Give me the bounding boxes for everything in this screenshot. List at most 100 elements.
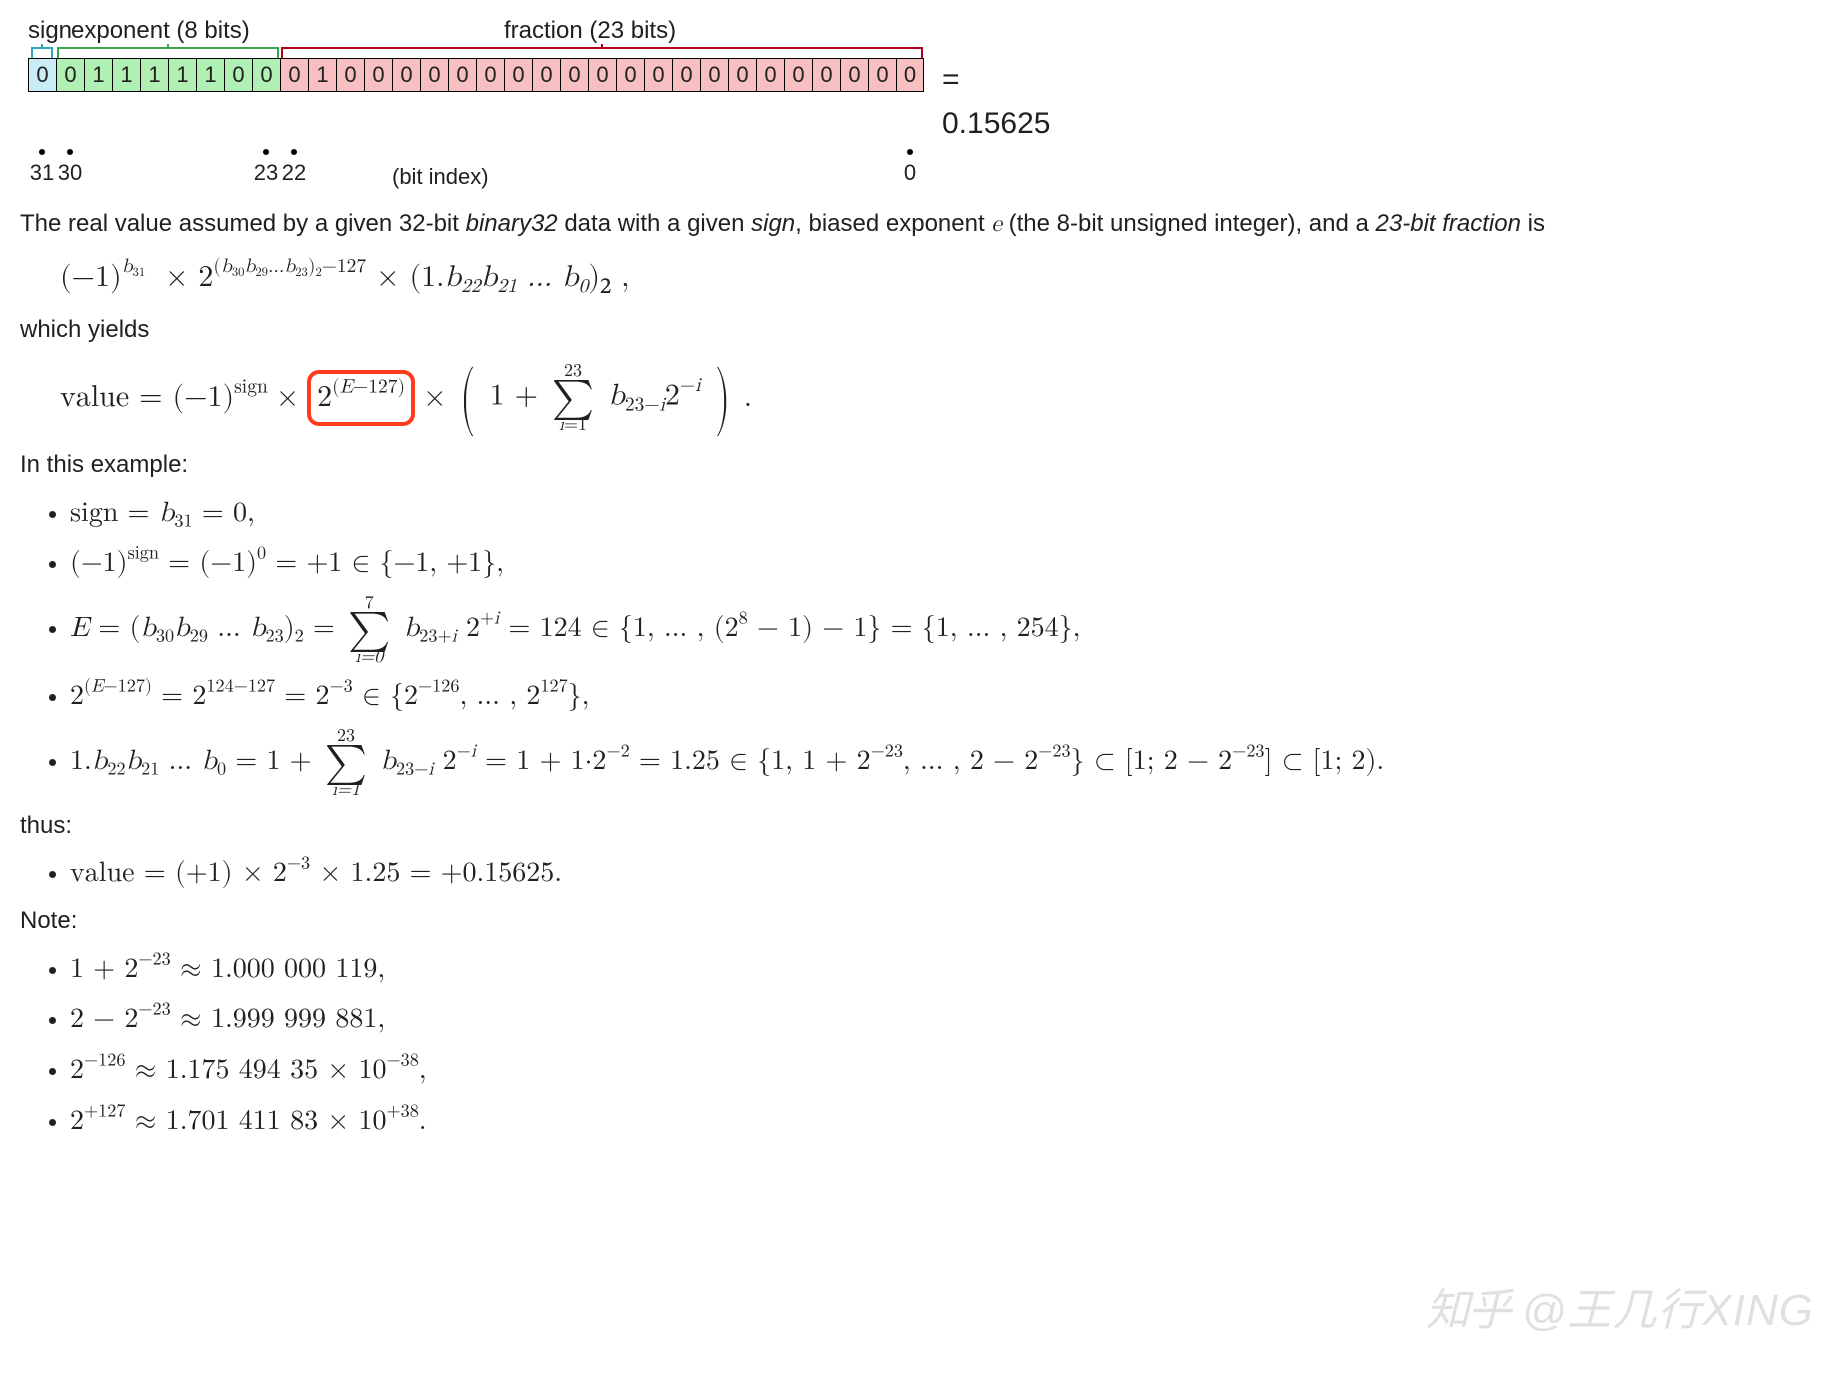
f2-b: b	[608, 381, 625, 411]
note-item: 1 + 2−23 ≈ 1.000 000 119,	[70, 949, 1824, 990]
example-item: (−1)sign = (−1)0 = +1 ∈ {−1, +1},	[70, 543, 1824, 584]
f2-lhs: value = (−1)sign	[60, 376, 268, 420]
bit-index-tick: 30	[56, 149, 84, 189]
bit-cell: 0	[420, 58, 448, 92]
f2-bsub: 23−i	[625, 394, 665, 414]
bit-cell: 0	[784, 58, 812, 92]
float32-diagram: signexponent (8 bits)fraction (23 bits) 0…	[28, 12, 988, 189]
example-item: 2(E−127) = 2124−127 = 2−3 ∈ {2−126, … , …	[70, 676, 1824, 717]
intro-text: , biased exponent	[795, 210, 991, 237]
bit-cell: 1	[112, 58, 140, 92]
bit-cell: 0	[588, 58, 616, 92]
intro-text: The real value assumed by a given 32-bit	[20, 210, 466, 237]
bit-cell: 1	[168, 58, 196, 92]
equals-result: = 0.15625	[942, 58, 1050, 145]
diagram-brackets	[28, 44, 924, 58]
watermark: 知乎@王几行XING	[1426, 1274, 1814, 1338]
f2-inner: 1 + 23 ∑ i=1 b23−i2−i	[490, 362, 701, 434]
bit-cell: 0	[756, 58, 784, 92]
bit-cell: 0	[252, 58, 280, 92]
watermark-text: @王几行XING	[1522, 1286, 1814, 1335]
example-item: 1.b22b21 … b0 = 1 + 23∑i=1 b23−i 2−i = 1…	[70, 727, 1824, 799]
intro-sign: sign	[751, 210, 795, 237]
f1-mant: b22b21 … b0	[444, 262, 588, 292]
bit-cell: 0	[644, 58, 672, 92]
note-item: 2 − 2−23 ≈ 1.999 999 881,	[70, 999, 1824, 1040]
bit-cell: 0	[448, 58, 476, 92]
note-item: 2−126 ≈ 1.175 494 35 × 10−38,	[70, 1050, 1824, 1091]
f2-dot: .	[744, 376, 752, 420]
bit-cell: 0	[504, 58, 532, 92]
bit-cell: 0	[672, 58, 700, 92]
intro-paragraph: The real value assumed by a given 32-bit…	[20, 207, 1824, 242]
intro-23bit: 23-bit fraction	[1376, 210, 1521, 237]
f2-box-base: 2	[317, 382, 332, 412]
example-list: sign = b31 = 0, (−1)sign = (−1)0 = +1 ∈ {…	[20, 493, 1824, 799]
bit-cell: 0	[868, 58, 896, 92]
bit-index-label: (bit index)	[392, 161, 489, 193]
example-item: sign = b31 = 0,	[70, 493, 1824, 534]
bit-index-tick: 0	[896, 149, 924, 189]
bit-cell: 0	[700, 58, 728, 92]
formula-2-value: value = (−1)sign × 2(E−127) × ( 1 + 23 ∑…	[60, 362, 1824, 434]
bit-cell: 0	[532, 58, 560, 92]
bit-cell: 0	[840, 58, 868, 92]
bit-cell: 0	[280, 58, 308, 92]
bit-index-tick: 22	[280, 149, 308, 189]
intro-binary32: binary32	[466, 210, 558, 237]
note-label: Note:	[20, 904, 1824, 939]
sigma-icon: ∑	[552, 380, 594, 416]
f2-times2: ×	[423, 376, 446, 420]
f2-2: 2	[665, 381, 680, 411]
thus-list: value = (+1) × 2−3 × 1.25 = +0.15625.	[20, 853, 1824, 894]
bit-cell: 0	[336, 58, 364, 92]
intro-text: data with a given	[558, 210, 751, 237]
intro-e: e	[991, 212, 1002, 236]
intro-text: (the 8-bit unsigned integer), and a	[1002, 210, 1376, 237]
sum-block: 23 ∑ i=1	[552, 362, 594, 434]
thus-item: value = (+1) × 2−3 × 1.25 = +0.15625.	[70, 853, 1824, 894]
bit-cell: 1	[308, 58, 336, 92]
sum-block: 7∑i=0	[348, 594, 390, 666]
intro-text: is	[1521, 210, 1545, 237]
thus-label: thus:	[20, 809, 1824, 844]
example-item: E = (b30b29 … b23)2 = 7∑i=0 b23+i 2+i = …	[70, 594, 1824, 666]
bit-cell: 1	[84, 58, 112, 92]
bit-cell: 0	[392, 58, 420, 92]
f1-t2: × (1.	[366, 262, 444, 292]
which-yields: which yields	[20, 313, 1824, 348]
sum-block: 23∑i=1	[325, 727, 367, 799]
highlighted-term: 2(E−127)	[307, 370, 415, 426]
diagram-top-labels: signexponent (8 bits)fraction (23 bits)	[28, 12, 988, 44]
bit-cell: 0	[224, 58, 252, 92]
sum-bot: i=1	[559, 416, 587, 434]
lparen-icon: (	[461, 370, 476, 426]
f1-b: b	[122, 256, 133, 276]
bit-index-tick: 31	[28, 149, 56, 189]
note-list: 1 + 2−23 ≈ 1.000 000 119, 2 − 2−23 ≈ 1.99…	[20, 949, 1824, 1141]
f2-inner-pre: 1 +	[490, 381, 548, 411]
f1-a: (−1)	[60, 262, 122, 292]
bit-cell: 0	[616, 58, 644, 92]
bit-cell: 0	[476, 58, 504, 92]
f1-t1: × 2	[155, 262, 213, 292]
bit-cell: 1	[196, 58, 224, 92]
page-root: signexponent (8 bits)fraction (23 bits) 0…	[0, 0, 1844, 1181]
bit-cell: 0	[896, 58, 924, 92]
bit-cell: 0	[728, 58, 756, 92]
note-item: 2+127 ≈ 1.701 411 83 × 10+38.	[70, 1101, 1824, 1142]
rparen-icon: )	[715, 370, 730, 426]
in-this-example: In this example:	[20, 448, 1824, 483]
f2-lhs-text: value = (−1)	[60, 382, 234, 412]
bit-cell: 0	[812, 58, 840, 92]
bit-row: 00111110001000000000000000000000	[28, 58, 924, 92]
bit-cell: 0	[28, 58, 56, 92]
bit-index-row: 313023220(bit index)	[28, 149, 924, 189]
zhihu-logo-icon: 知乎	[1426, 1274, 1510, 1338]
bit-cell: 0	[560, 58, 588, 92]
f2-2sup: −i	[680, 375, 701, 395]
bit-index-tick: 23	[252, 149, 280, 189]
bit-cell: 0	[56, 58, 84, 92]
f1-end: )₂ ,	[588, 262, 629, 292]
bit-cell: 0	[364, 58, 392, 92]
